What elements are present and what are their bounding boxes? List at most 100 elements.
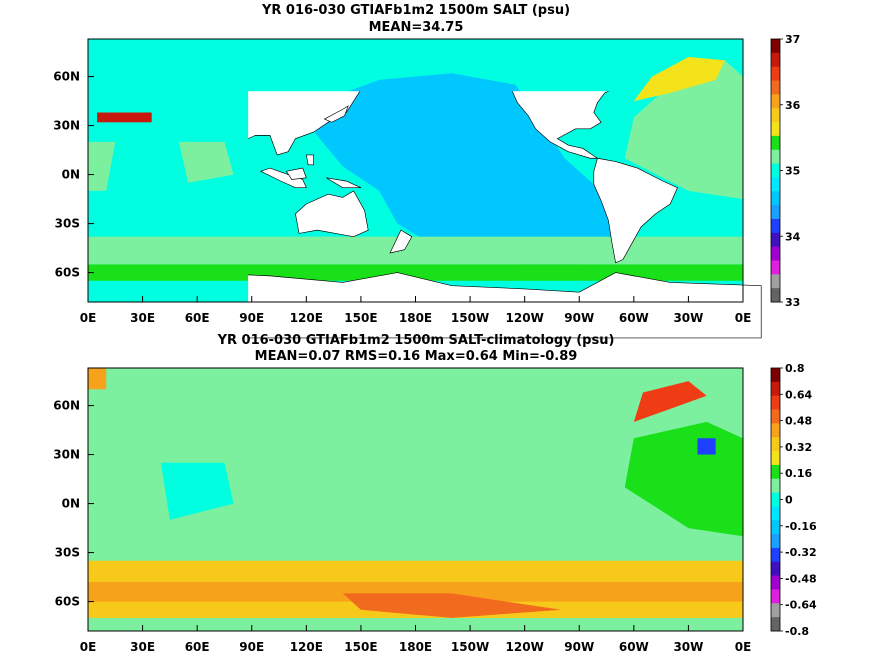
lon-label: 150W <box>451 640 489 654</box>
lon-label: 120W <box>506 640 544 654</box>
lat-label: 0N <box>62 168 80 182</box>
colorbar-swatch <box>771 177 780 192</box>
lon-label: 60W <box>619 311 649 325</box>
lat-label: 30N <box>53 448 80 462</box>
colorbar-label: -0.48 <box>785 572 817 585</box>
lon-label: 30W <box>673 311 703 325</box>
colorbar-label: 34 <box>785 230 801 243</box>
colorbar-swatch <box>771 205 780 220</box>
colorbar-swatch <box>771 395 780 411</box>
colorbar-swatch <box>771 423 780 438</box>
lon-label: 90W <box>564 311 594 325</box>
lon-label: 30E <box>130 640 155 654</box>
colorbar-swatch <box>771 288 780 303</box>
colorbar-label: 33 <box>785 296 800 309</box>
colorbar-label: 0.16 <box>785 467 812 480</box>
lon-label: 120E <box>290 640 323 654</box>
coastline <box>248 91 434 155</box>
lat-label: 30S <box>55 546 80 560</box>
colorbar-swatch <box>771 108 780 123</box>
colorbar-label: 0.64 <box>785 388 812 401</box>
colorbar-swatch <box>771 478 780 494</box>
colorbar-swatch <box>771 617 780 632</box>
colorbar-swatch <box>771 135 780 151</box>
lon-label: 150W <box>451 311 489 325</box>
coastline <box>286 168 306 179</box>
colorbar-swatch <box>771 575 780 590</box>
colorbar-swatch <box>771 246 780 261</box>
coastline <box>261 168 306 188</box>
colorbar-swatch <box>771 589 780 604</box>
colorbar: 0.8 0.64 0.48 0.32 0.16 0 -0.16 -0.32 -0.48 -0.64… <box>770 362 817 638</box>
colorbar-label: -0.8 <box>785 625 809 638</box>
lat-label: 0N <box>62 497 80 511</box>
coastline <box>594 158 678 263</box>
colorbar-swatch <box>771 260 780 275</box>
colorbar-swatch <box>771 464 780 480</box>
colorbar-swatch <box>771 66 780 82</box>
colorbar-swatch <box>771 163 780 178</box>
colorbar-swatch <box>771 603 780 618</box>
colorbar-swatch <box>771 368 780 383</box>
lon-label: 90W <box>564 640 594 654</box>
panel-title: YR 016-030 GTIAFb1m2 1500m SALT (psu) <box>261 3 570 18</box>
colorbar-swatch <box>771 274 780 289</box>
lon-label: 180E <box>399 311 432 325</box>
lon-label: 120W <box>506 311 544 325</box>
coastline <box>295 191 368 237</box>
lon-label: 0E <box>80 640 97 654</box>
colorbar-swatch <box>771 232 780 248</box>
colorbar-swatch <box>771 39 780 54</box>
colorbar-swatch <box>771 149 780 165</box>
lon-label: 0E <box>80 311 97 325</box>
colorbar-swatch <box>771 534 780 549</box>
colorbar-swatch <box>771 561 780 577</box>
lat-label: 60N <box>53 399 80 413</box>
panel-title: YR 016-030 GTIAFb1m2 1500m SALT-climatol… <box>217 333 615 348</box>
colorbar-swatch <box>771 451 780 466</box>
lon-label: 30E <box>130 311 155 325</box>
colorbar-label: -0.64 <box>785 599 817 612</box>
colorbar-swatch <box>771 94 780 109</box>
lon-label: 90E <box>239 311 264 325</box>
colorbar-swatch <box>771 506 780 521</box>
ocean-field <box>88 39 743 302</box>
landmass <box>248 91 761 338</box>
lon-label: 0E <box>735 640 752 654</box>
coastline <box>434 91 641 158</box>
lon-label: 180E <box>399 640 432 654</box>
coastline <box>248 273 761 338</box>
map-panel-2: YR 016-030 GTIAFb1m2 1500m SALT-climatol… <box>53 333 817 654</box>
colorbar-label: 0 <box>785 494 793 507</box>
lat-label: 60N <box>53 70 80 84</box>
colorbar-swatch <box>771 437 780 452</box>
colorbar-swatch <box>771 80 780 95</box>
colorbar-swatch <box>771 547 780 563</box>
lat-label: 30N <box>53 119 80 133</box>
colorbar-swatch <box>771 122 780 137</box>
lon-label: 60E <box>185 640 210 654</box>
colorbar-swatch <box>771 52 780 68</box>
lon-label: 0E <box>735 311 752 325</box>
coastline <box>306 155 313 165</box>
colorbar-swatch <box>771 218 780 234</box>
lon-label: 60W <box>619 640 649 654</box>
lon-label: 30W <box>673 640 703 654</box>
ocean-field <box>88 368 743 631</box>
coastline <box>325 106 349 122</box>
colorbar-label: 0.48 <box>785 415 812 428</box>
lat-label: 60S <box>55 595 80 609</box>
lon-label: 120E <box>290 311 323 325</box>
colorbar-swatch <box>771 381 780 397</box>
colorbar-label: 36 <box>785 99 801 112</box>
coastline <box>390 230 412 253</box>
colorbar-label: 0.32 <box>785 441 812 454</box>
colorbar-swatch <box>771 520 780 535</box>
panel-stats: MEAN=34.75 <box>369 20 464 35</box>
lon-label: 150E <box>344 311 377 325</box>
colorbar-label: 0.8 <box>785 362 805 375</box>
colorbar-label: 35 <box>785 165 800 178</box>
lon-label: 150E <box>344 640 377 654</box>
colorbar-label: -0.32 <box>785 546 817 559</box>
